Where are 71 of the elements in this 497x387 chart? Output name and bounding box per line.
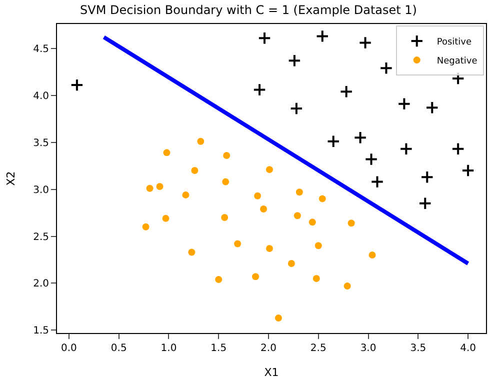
y-tick-label: 3.5 [33, 138, 49, 149]
y-tick-label: 2.0 [33, 278, 49, 290]
legend-label: Negative [436, 56, 478, 67]
x-tick-label: 2.5 [310, 343, 326, 354]
point [254, 192, 262, 200]
point [290, 102, 304, 116]
y-axis-title: X2 [4, 171, 18, 186]
y-tick-label: 1.5 [33, 326, 49, 337]
point [234, 240, 242, 248]
x-tick-label: 1.5 [210, 343, 227, 354]
point [258, 31, 272, 45]
point [163, 149, 170, 156]
point [146, 184, 154, 192]
point [288, 54, 302, 68]
y-tick-label: 3.0 [33, 184, 49, 196]
point [156, 182, 164, 190]
x-tick-label: 3.5 [410, 343, 426, 354]
x-tick-label: 0.5 [110, 343, 127, 354]
point [266, 166, 273, 174]
x-tick-label: 2.0 [260, 343, 276, 354]
point [221, 214, 228, 221]
y-tick-label: 2.5 [33, 232, 49, 243]
point [308, 218, 316, 226]
point [266, 244, 273, 252]
legend-label: Positive [436, 38, 472, 48]
point [288, 260, 295, 267]
point [398, 97, 411, 110]
point [191, 167, 198, 174]
point [260, 206, 268, 213]
chart-title: SVM Decision Boundary with C = 1 (Example Dataset 1) [80, 3, 417, 18]
x-tick-label: 4.0 [460, 343, 476, 354]
point [188, 248, 196, 256]
point [420, 170, 434, 184]
point [358, 36, 372, 50]
x-axis-title: X1 [264, 366, 279, 380]
y-tick-label: 4.0 [33, 90, 49, 102]
point [182, 191, 190, 198]
point [223, 152, 230, 159]
x-tick-label: 0.0 [61, 343, 77, 354]
y-tick-label: 4.5 [33, 44, 49, 55]
point [418, 196, 432, 210]
point [451, 142, 465, 156]
point [314, 242, 322, 250]
point [326, 134, 340, 148]
point [252, 83, 266, 96]
x-tick-label: 3.0 [360, 343, 376, 354]
point [426, 100, 439, 114]
point [400, 142, 413, 156]
point [368, 252, 376, 259]
point [215, 276, 222, 283]
point [162, 214, 170, 222]
point [142, 223, 150, 230]
point [370, 175, 384, 188]
point [344, 282, 351, 290]
point [348, 220, 355, 227]
point [296, 188, 303, 196]
point [380, 62, 393, 75]
point [461, 164, 475, 178]
x-tick-label: 1.0 [160, 343, 177, 354]
point [316, 30, 329, 43]
point [197, 138, 204, 145]
point [364, 152, 378, 166]
point [318, 195, 326, 202]
point [354, 131, 367, 144]
point [294, 212, 301, 220]
point [70, 78, 84, 92]
point [312, 275, 320, 282]
point [222, 178, 230, 186]
point [252, 273, 260, 280]
point [340, 85, 353, 98]
point [274, 314, 282, 322]
